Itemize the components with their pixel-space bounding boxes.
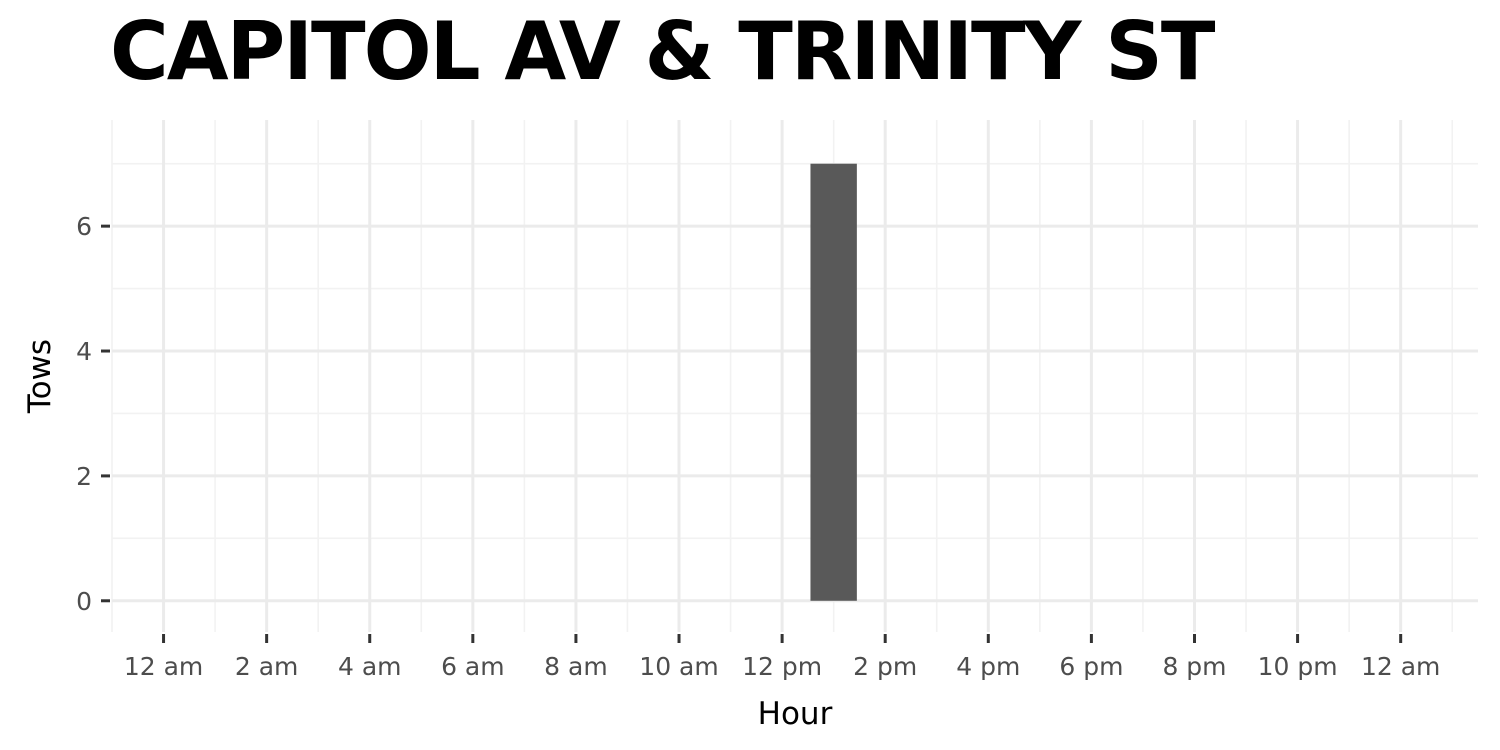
- major-gridlines: [112, 120, 1478, 632]
- minor-gridlines: [111, 120, 1478, 632]
- x-tick-label: 10 am: [639, 652, 718, 681]
- x-tick-label: 10 pm: [1258, 652, 1338, 681]
- y-tick-label: 6: [76, 212, 92, 241]
- y-tick-label: 2: [76, 462, 92, 491]
- x-tick-label: 2 am: [235, 652, 299, 681]
- x-tick-label: 6 pm: [1059, 652, 1123, 681]
- x-tick-label: 4 pm: [956, 652, 1020, 681]
- x-tick-label: 12 am: [124, 652, 203, 681]
- x-tick-label: 6 am: [441, 652, 505, 681]
- x-tick-label: 2 pm: [853, 652, 917, 681]
- x-tick-label: 12 am: [1361, 652, 1440, 681]
- y-tick-label: 0: [76, 587, 92, 616]
- y-axis-title: Tows: [22, 339, 58, 414]
- chart-title: CAPITOL AV & TRINITY ST: [110, 5, 1215, 98]
- bar: [810, 163, 857, 601]
- x-axis-title: Hour: [758, 696, 833, 732]
- x-tick-label: 4 am: [338, 652, 402, 681]
- x-axis: 12 am 2 am 4 am 6 am 8 am 10 am 12 pm 2 pm 4 pm 6…: [124, 634, 1440, 681]
- x-tick-label: 8 pm: [1162, 652, 1226, 681]
- x-tick-label: 8 am: [544, 652, 608, 681]
- x-tick-label: 12 pm: [742, 652, 822, 681]
- y-tick-label: 4: [76, 337, 92, 366]
- y-axis: 0 2 4 6: [76, 212, 110, 616]
- bars: [810, 163, 857, 601]
